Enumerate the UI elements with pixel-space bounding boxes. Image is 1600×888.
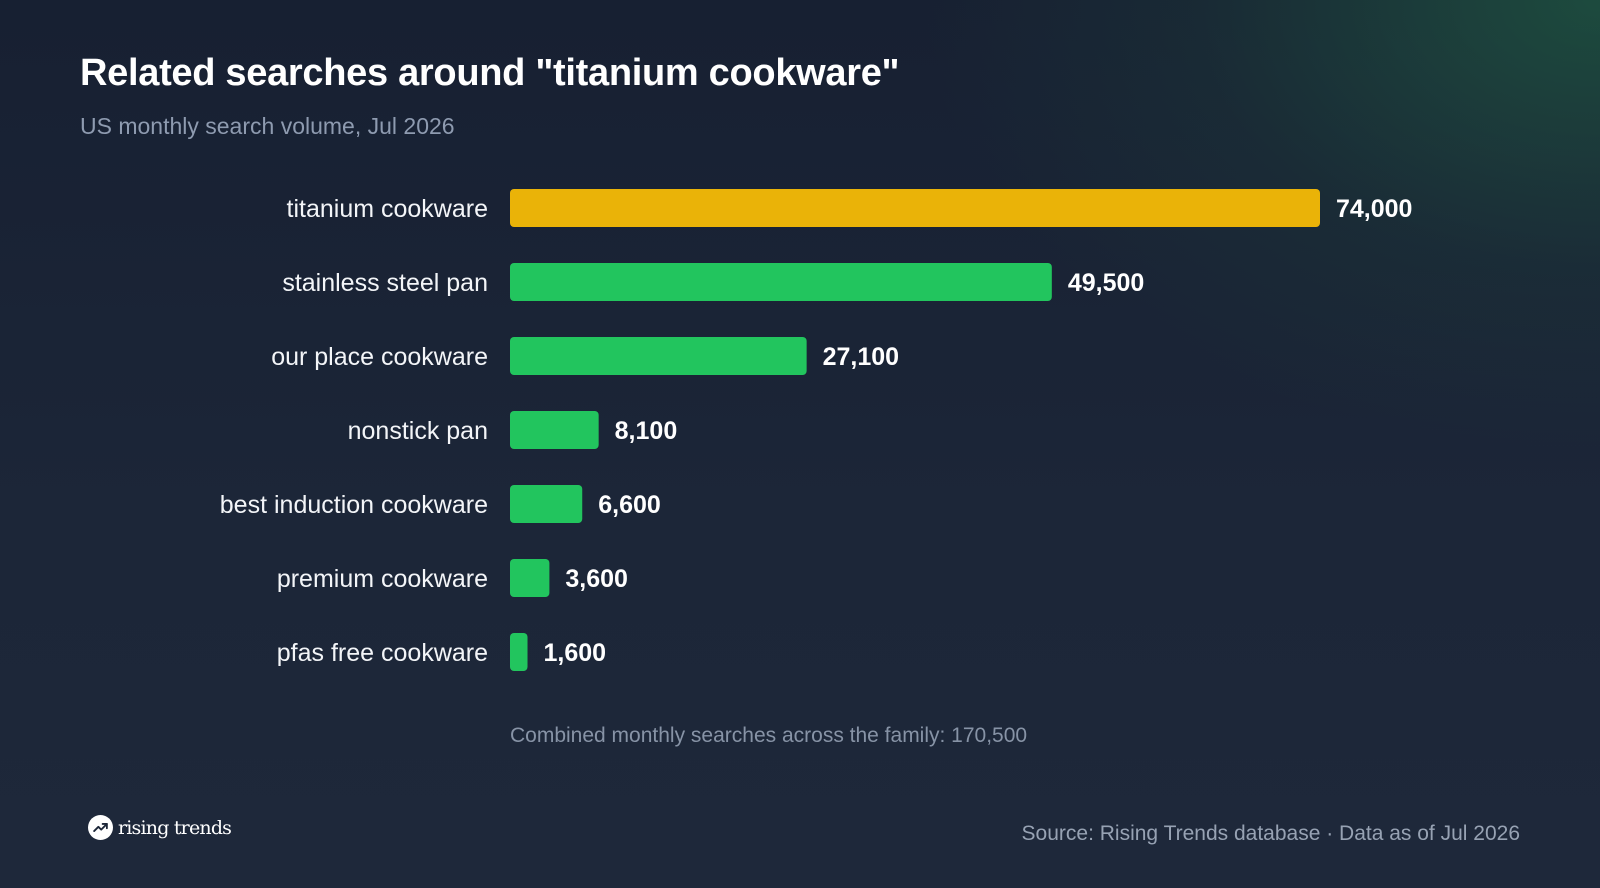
brand-name: rising trends: [118, 816, 232, 839]
category-label: premium cookware: [277, 565, 488, 593]
category-label: our place cookware: [271, 343, 488, 371]
combined-searches-note: Combined monthly searches across the fam…: [510, 724, 1028, 747]
bar: [510, 189, 1320, 227]
category-label: titanium cookware: [287, 195, 488, 223]
bar: [510, 559, 550, 597]
value-label: 6,600: [598, 491, 661, 519]
value-label: 8,100: [615, 417, 678, 445]
bar: [510, 263, 1052, 301]
value-label: 74,000: [1336, 195, 1412, 223]
category-label: best induction cookware: [220, 491, 488, 519]
value-label: 1,600: [544, 639, 607, 667]
bar-chart: titanium cookware 74,000 stainless steel p…: [220, 189, 1412, 671]
category-label: nonstick pan: [348, 417, 488, 445]
category-label: stainless steel pan: [282, 269, 488, 297]
value-label: 3,600: [565, 565, 628, 593]
bar: [510, 633, 528, 671]
bar: [510, 485, 583, 523]
category-label: pfas free cookware: [277, 639, 488, 667]
brand-logo: rising trends: [88, 815, 232, 840]
chart-title: Related searches around "titanium cookwa…: [80, 52, 900, 94]
bar: [510, 411, 599, 449]
bar: [510, 337, 807, 375]
value-label: 27,100: [823, 343, 899, 371]
value-label: 49,500: [1068, 269, 1144, 297]
chart-subtitle: US monthly search volume, Jul 2026: [80, 113, 455, 139]
source-note: Source: Rising Trends database · Data as…: [1021, 822, 1520, 845]
trending-up-icon: [88, 815, 113, 840]
